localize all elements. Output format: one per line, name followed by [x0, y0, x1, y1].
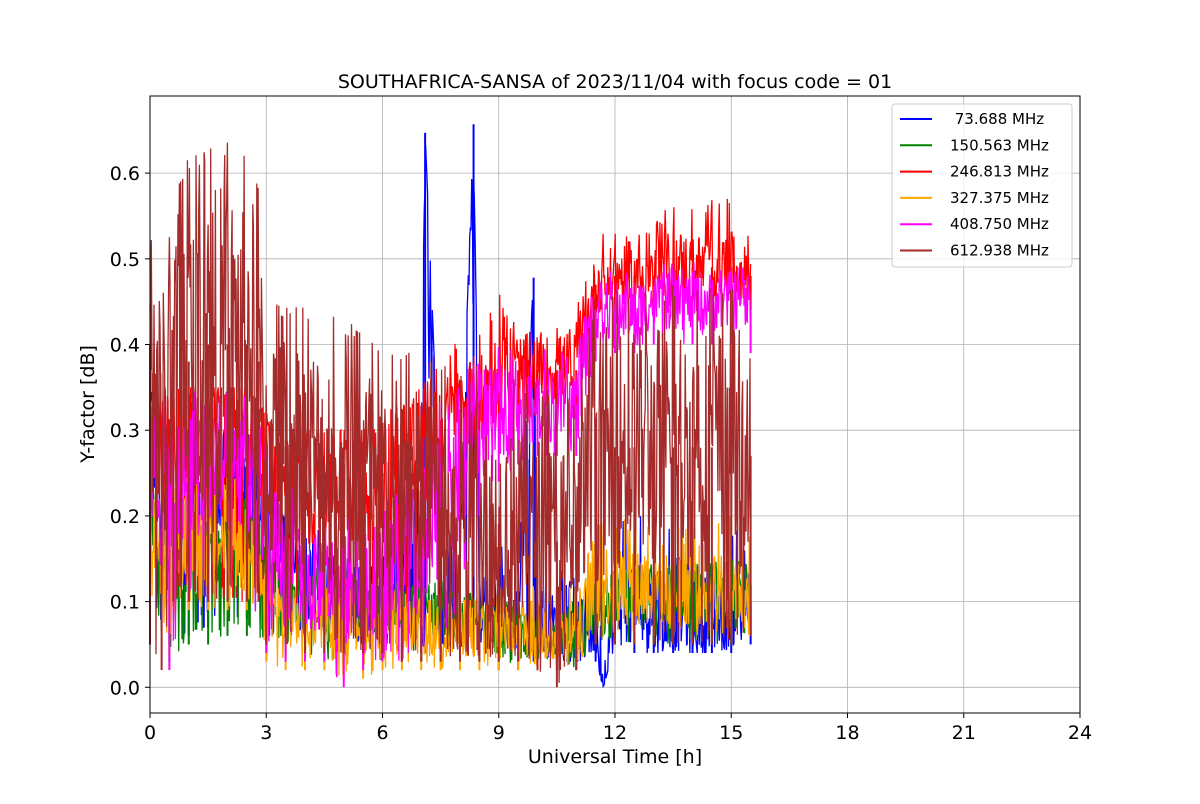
y-tick-label: 0.0	[110, 677, 140, 699]
x-tick-label: 15	[719, 722, 743, 744]
series-layer	[149, 124, 752, 689]
y-tick-label: 0.3	[110, 420, 140, 442]
chart-title: SOUTHAFRICA-SANSA of 2023/11/04 with foc…	[338, 71, 892, 93]
x-axis-label: Universal Time [h]	[528, 746, 702, 768]
y-tick-label: 0.5	[110, 249, 140, 271]
series-line	[149, 142, 752, 683]
legend-box	[891, 103, 1073, 268]
legend-entry: 246.813 MHz	[950, 163, 1049, 181]
x-tick-label: 9	[493, 722, 505, 744]
x-tick-label: 6	[376, 722, 388, 744]
y-tick-label: 0.1	[110, 592, 140, 614]
y-tick-label: 0.6	[110, 163, 140, 185]
x-tick-label: 21	[952, 722, 976, 744]
legend-entry: 408.750 MHz	[950, 215, 1049, 233]
tick-layer: 0 3 6 9 12 15 18 21 24 0.0 0.1 0.2 0.3 0.4 0.5 0.6	[110, 163, 1092, 744]
series-5	[149, 142, 752, 688]
x-tick-label: 24	[1068, 722, 1092, 744]
y-tick-label: 0.4	[110, 335, 140, 357]
series-line	[149, 262, 752, 678]
x-tick-label: 12	[603, 722, 627, 744]
x-tick-label: 3	[260, 722, 272, 744]
legend-entry: 612.938 MHz	[950, 242, 1049, 260]
legend-entry: 327.375 MHz	[950, 189, 1049, 207]
y-axis-label: Y-factor [dB]	[77, 345, 99, 464]
legend-entry: 73.688 MHz	[950, 110, 1044, 128]
x-tick-label: 18	[835, 722, 859, 744]
legend-entry: 150.563 MHz	[950, 136, 1049, 154]
legend: 73.688 MHz 150.563 MHz 246.813 MHz 327.375 …	[891, 103, 1073, 268]
y-tick-label: 0.2	[110, 506, 140, 528]
x-tick-label: 0	[144, 722, 156, 744]
